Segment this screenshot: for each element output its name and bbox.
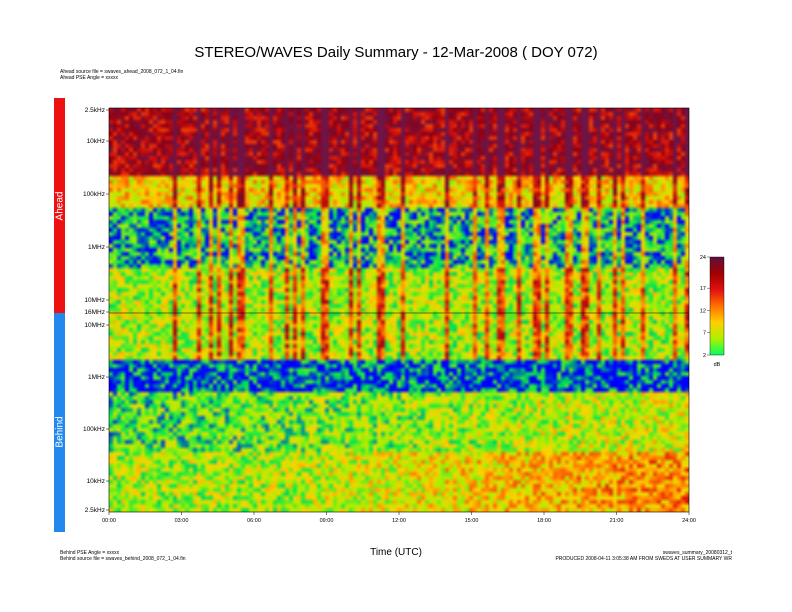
spectrogram-image xyxy=(109,108,689,512)
ahead-meta: Ahead source file = swaves_ahead_2008_07… xyxy=(60,69,183,81)
ahead-y-tick-label: 10kHz xyxy=(87,138,105,145)
behind-y-tick-label: 10MHz xyxy=(84,322,105,329)
behind-y-tick-label: 100kHz xyxy=(83,426,105,433)
x-tick-label: 06:00 xyxy=(247,518,261,524)
chart-title: STEREO/WAVES Daily Summary - 12-Mar-2008… xyxy=(194,44,598,61)
colorbar-gradient xyxy=(709,256,725,356)
x-tick-label: 00:00 xyxy=(102,518,116,524)
production-note: PRODUCED 2008-04-11 3:05:38 AM FROM SWED… xyxy=(555,556,732,562)
ahead-y-tick-label: 2.5kHz xyxy=(85,107,105,114)
behind-pse-angle: Behind PSE Angle = xxxxx xyxy=(60,550,120,556)
behind-panel-bar xyxy=(54,313,65,532)
ahead-y-tick-label: 10MHz xyxy=(84,297,105,304)
behind-y-tick-label: 1MHz xyxy=(88,374,105,381)
colorbar: 24 17 12 7 2 dB xyxy=(700,255,725,368)
colorbar-tick-label: 24 xyxy=(700,255,706,261)
colorbar-tick-label: 12 xyxy=(700,308,706,314)
ahead-y-tick-label: 100kHz xyxy=(83,191,105,198)
ahead-panel-bar xyxy=(54,98,65,313)
colorbar-tick-label: 7 xyxy=(703,331,706,337)
x-tick-label: 18:00 xyxy=(537,518,551,524)
x-tick-label: 12:00 xyxy=(392,518,406,524)
behind-y-tick-label: 2.5kHz xyxy=(85,507,105,514)
x-tick-label: 15:00 xyxy=(465,518,479,524)
behind-meta: Behind PSE Angle = xxxxx Behind source f… xyxy=(60,550,186,562)
ahead-source-file: Ahead source file = swaves_ahead_2008_07… xyxy=(60,69,184,75)
chart-axes: 00:00 03:00 06:00 09:00 12:00 15:00 18:00 21:00… xyxy=(83,107,696,524)
colorbar-tick-label: 17 xyxy=(700,286,706,292)
colorbar-unit: dB xyxy=(714,362,721,368)
x-tick-label: 03:00 xyxy=(175,518,189,524)
ahead-y-tick-label: 16MHz xyxy=(84,309,105,316)
summary-filename: swaves_summary_20080312_t xyxy=(662,550,732,556)
ahead-pse-angle: Ahead PSE Angle = xxxxx xyxy=(60,75,118,81)
x-tick-label: 21:00 xyxy=(610,518,624,524)
behind-y-tick-label: 10kHz xyxy=(87,478,105,485)
x-axis-label: Time (UTC) xyxy=(370,547,422,558)
colorbar-tick-label: 2 xyxy=(703,353,706,359)
x-tick-label: 09:00 xyxy=(320,518,334,524)
ahead-y-tick-label: 1MHz xyxy=(88,244,105,251)
behind-source-file: Behind source file = swaves_behind_2008_… xyxy=(60,556,186,562)
footer-meta: swaves_summary_20080312_t PRODUCED 2008-… xyxy=(555,550,732,562)
spectrogram-heatmap xyxy=(109,108,689,512)
x-tick-label: 24:00 xyxy=(682,518,696,524)
